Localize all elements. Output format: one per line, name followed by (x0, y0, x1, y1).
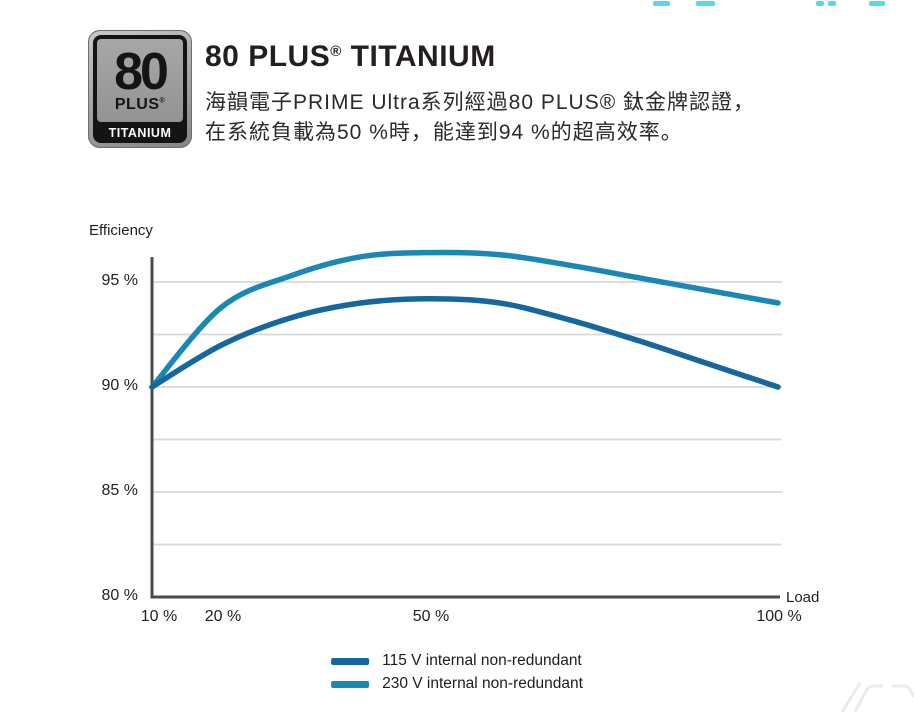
chart-legend: 115 V internal non-redundant 230 V inter… (331, 652, 583, 693)
y-tick-85: 85 % (101, 482, 138, 499)
x-tick-50: 50 % (412, 608, 450, 625)
badge-number: 80 (114, 42, 169, 101)
legend-label-230v: 230 V internal non-redundant (382, 675, 583, 692)
cropped-ui-mark (828, 1, 836, 6)
curve-115v (149, 296, 781, 390)
cropped-ui-mark (696, 1, 715, 6)
title-text-tier: TITANIUM (341, 40, 496, 73)
y-tick-95: 95 % (101, 272, 138, 289)
description-line-1: 海韻電子PRIME Ultra系列經過80 PLUS® 鈦金牌認證， (205, 91, 756, 114)
80plus-titanium-badge-icon: 80 PLUS® TITANIUM (88, 30, 192, 148)
description-text: 海韻電子PRIME Ultra系列經過80 PLUS® 鈦金牌認證， 在系統負載… (205, 88, 755, 148)
badge-plus-label: PLUS® (115, 96, 165, 114)
description-line-2: 在系統負載為50 %時，能達到94 %的超高效率。 (205, 121, 683, 144)
cropped-ui-mark (653, 1, 670, 6)
y-tick-80: 80 % (101, 587, 138, 604)
badge-registered-mark: ® (159, 98, 166, 106)
cropped-ui-mark (869, 1, 885, 6)
legend-swatch-115v-icon (331, 657, 370, 665)
title-text: 80 PLUS (205, 40, 331, 73)
legend-item-230v: 230 V internal non-redundant (331, 675, 583, 693)
legend-item-115v: 115 V internal non-redundant (331, 652, 583, 670)
page-title: 80 PLUS® TITANIUM (205, 40, 496, 74)
y-axis-title: Efficiency (89, 222, 153, 239)
cropped-ui-mark (816, 1, 824, 6)
x-axis-title: Load (786, 589, 820, 606)
cropped-logo-fragment-icon (840, 682, 914, 712)
curve-230v (149, 249, 781, 390)
badge-plus-text: PLUS (114, 96, 160, 114)
x-tick-10: 10 % (140, 608, 178, 625)
badge-frame: 80 PLUS® TITANIUM (93, 35, 187, 143)
badge-tier-label: TITANIUM (108, 125, 172, 140)
y-tick-90: 90 % (101, 377, 138, 394)
legend-swatch-230v-icon (331, 680, 370, 688)
x-tick-20: 20 % (204, 608, 242, 625)
x-tick-100: 100 % (756, 608, 802, 625)
title-registered-mark: ® (330, 43, 342, 60)
legend-label-115v: 115 V internal non-redundant (382, 652, 582, 669)
badge-face: 80 PLUS® (97, 39, 183, 122)
